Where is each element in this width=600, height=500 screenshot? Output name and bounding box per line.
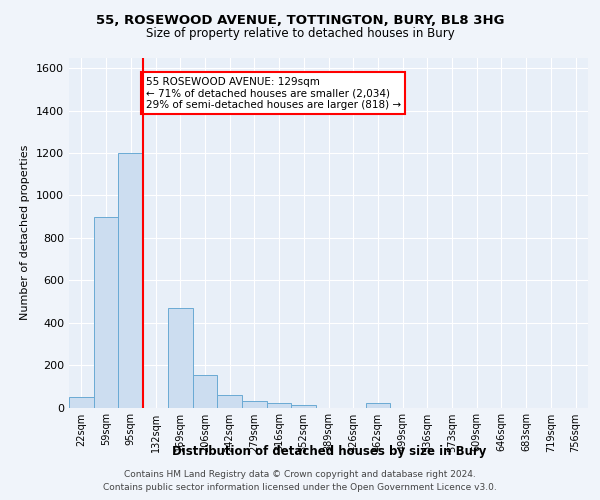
Bar <box>292 406 316 407</box>
Bar <box>193 374 217 408</box>
Text: Size of property relative to detached houses in Bury: Size of property relative to detached ho… <box>146 28 454 40</box>
Text: 55 ROSEWOOD AVENUE: 129sqm
← 71% of detached houses are smaller (2,034)
29% of s: 55 ROSEWOOD AVENUE: 129sqm ← 71% of deta… <box>146 76 401 110</box>
Text: Contains HM Land Registry data © Crown copyright and database right 2024.: Contains HM Land Registry data © Crown c… <box>124 470 476 479</box>
Bar <box>94 216 118 408</box>
Bar <box>365 404 390 407</box>
Bar <box>217 395 242 407</box>
Bar <box>168 308 193 408</box>
Bar <box>242 401 267 407</box>
Text: Contains public sector information licensed under the Open Government Licence v3: Contains public sector information licen… <box>103 482 497 492</box>
Text: Distribution of detached houses by size in Bury: Distribution of detached houses by size … <box>172 445 486 458</box>
Y-axis label: Number of detached properties: Number of detached properties <box>20 145 31 320</box>
Bar <box>69 397 94 407</box>
Text: 55, ROSEWOOD AVENUE, TOTTINGTON, BURY, BL8 3HG: 55, ROSEWOOD AVENUE, TOTTINGTON, BURY, B… <box>96 14 504 27</box>
Bar <box>118 153 143 407</box>
Bar <box>267 404 292 407</box>
